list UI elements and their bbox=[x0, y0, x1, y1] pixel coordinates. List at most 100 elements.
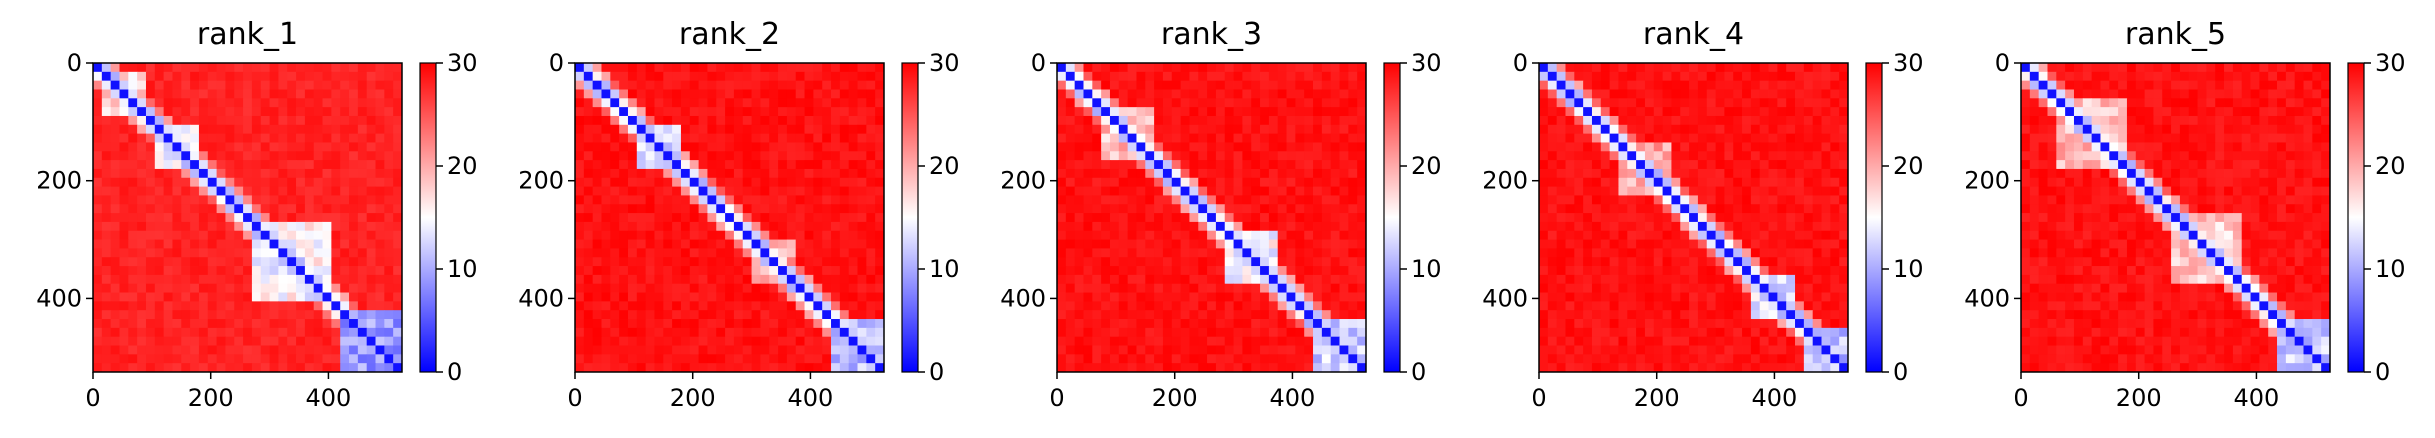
heatmap-cell bbox=[786, 151, 797, 161]
heatmap-cell bbox=[1591, 186, 1602, 196]
heatmap-cell bbox=[680, 301, 691, 311]
heatmap-cell bbox=[1277, 160, 1287, 170]
heatmap-cell bbox=[698, 63, 708, 73]
heatmap-cell bbox=[698, 213, 708, 223]
heatmap-cell bbox=[672, 274, 682, 285]
heatmap-cell bbox=[172, 204, 182, 214]
heatmap-cell bbox=[1180, 151, 1190, 161]
heatmap-cell bbox=[592, 80, 602, 90]
heatmap-cell bbox=[1830, 115, 1840, 126]
heatmap-cell bbox=[375, 115, 385, 126]
heatmap-cell bbox=[181, 151, 191, 161]
heatmap-cell bbox=[1207, 319, 1217, 329]
heatmap-cell bbox=[1839, 204, 1849, 214]
heatmap-cell bbox=[172, 89, 182, 99]
heatmap-cell bbox=[716, 248, 726, 258]
heatmap-cell bbox=[1777, 319, 1787, 329]
heatmap-cell bbox=[1839, 239, 1849, 249]
heatmap-cell bbox=[575, 354, 585, 364]
heatmap-cell bbox=[1207, 80, 1217, 90]
heatmap-cell bbox=[1339, 115, 1349, 126]
heatmap-cell bbox=[1136, 319, 1146, 329]
heatmap-cell bbox=[251, 230, 262, 240]
heatmap-cell bbox=[1574, 345, 1584, 355]
heatmap-cell bbox=[627, 248, 638, 258]
heatmap-cell bbox=[1609, 310, 1619, 320]
heatmap-cell bbox=[866, 363, 876, 373]
heatmap-cell bbox=[366, 107, 376, 117]
heatmap-cell bbox=[384, 301, 394, 311]
y-tick-label: 400 bbox=[518, 284, 564, 312]
heatmap-cell bbox=[110, 310, 120, 320]
heatmap-cell bbox=[1539, 239, 1549, 249]
heatmap-cell bbox=[1742, 363, 1752, 373]
heatmap-cell bbox=[1591, 301, 1602, 311]
heatmap-cell bbox=[839, 274, 850, 285]
heatmap-cell bbox=[822, 80, 832, 90]
heatmap-cell bbox=[733, 80, 744, 90]
heatmap-cell bbox=[278, 319, 288, 329]
heatmap-cell bbox=[1304, 160, 1314, 170]
heatmap-cell bbox=[1750, 292, 1761, 302]
heatmap-frame bbox=[1538, 62, 1849, 373]
heatmap-cell bbox=[689, 336, 699, 346]
heatmap-cell bbox=[1109, 363, 1120, 373]
heatmap-cell bbox=[357, 354, 368, 364]
heatmap-cell bbox=[1583, 133, 1593, 143]
heatmap-cell bbox=[804, 160, 814, 170]
heatmap-cell bbox=[778, 63, 788, 73]
heatmap-cell bbox=[716, 71, 726, 82]
heatmap-cell bbox=[313, 336, 323, 346]
heatmap-cell bbox=[1795, 230, 1805, 240]
heatmap-cell bbox=[1565, 186, 1575, 196]
heatmap-cell bbox=[1724, 221, 1734, 232]
heatmap-cell bbox=[1742, 168, 1752, 179]
heatmap-cell bbox=[1618, 230, 1628, 240]
heatmap-cell bbox=[1750, 221, 1761, 232]
heatmap-cell bbox=[751, 257, 761, 267]
heatmap-cell bbox=[207, 80, 217, 90]
heatmap-cell bbox=[1304, 204, 1314, 214]
heatmap-cell bbox=[1251, 301, 1261, 311]
heatmap-cell bbox=[1574, 71, 1584, 82]
heatmap-cell bbox=[119, 221, 129, 232]
heatmap-cell bbox=[786, 274, 797, 285]
heatmap-cell bbox=[663, 327, 673, 338]
heatmap-cell bbox=[1207, 204, 1217, 214]
heatmap-cell bbox=[198, 327, 209, 338]
heatmap-cell bbox=[313, 221, 323, 232]
heatmap-cell bbox=[1689, 274, 1699, 285]
heatmap-cell bbox=[101, 89, 112, 99]
heatmap-cell bbox=[1127, 63, 1137, 73]
heatmap-cell bbox=[1812, 63, 1822, 73]
heatmap-cell bbox=[1268, 133, 1279, 143]
heatmap-cell bbox=[1127, 204, 1137, 214]
heatmap-cell bbox=[1215, 115, 1226, 126]
heatmap-cell bbox=[778, 274, 788, 285]
heatmap-cell bbox=[575, 292, 585, 302]
heatmap-cell bbox=[1092, 186, 1102, 196]
heatmap-cell bbox=[1207, 115, 1217, 126]
heatmap-cell bbox=[234, 142, 244, 152]
heatmap-cell bbox=[1277, 133, 1287, 143]
heatmap-cell bbox=[287, 177, 297, 187]
heatmap-cell bbox=[778, 292, 788, 302]
heatmap-cell bbox=[760, 115, 770, 126]
heatmap-cell bbox=[698, 115, 708, 126]
heatmap-cell bbox=[822, 89, 832, 99]
heatmap-cell bbox=[119, 266, 129, 276]
heatmap-cell bbox=[137, 177, 147, 187]
heatmap-cell bbox=[1198, 230, 1208, 240]
heatmap-cell bbox=[304, 248, 315, 258]
heatmap-cell bbox=[831, 257, 841, 267]
heatmap-cell bbox=[1653, 221, 1663, 232]
heatmap-cell bbox=[322, 292, 332, 302]
heatmap-cell bbox=[163, 336, 173, 346]
heatmap-cell bbox=[725, 89, 735, 99]
colorbar-tick-label: 20 bbox=[1411, 152, 1442, 180]
heatmap-cell bbox=[575, 248, 585, 258]
heatmap-cell bbox=[1618, 107, 1628, 117]
heatmap-cell bbox=[1742, 142, 1752, 152]
heatmap-cell bbox=[1750, 160, 1761, 170]
heatmap-cell bbox=[1689, 327, 1699, 338]
